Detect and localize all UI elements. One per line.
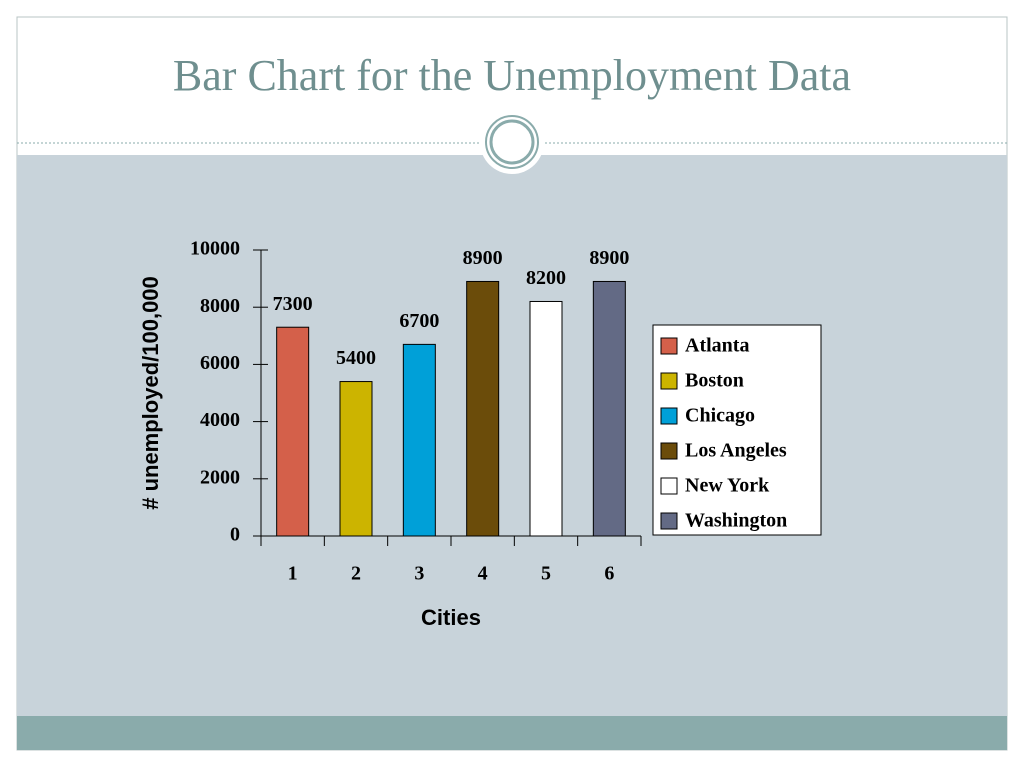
x-tick-label: 6: [604, 563, 614, 585]
bar: [339, 381, 373, 537]
legend-swatch: [660, 477, 678, 495]
y-tick-label: 10000: [190, 238, 240, 260]
bar: [276, 326, 310, 537]
y-tick-label: 0: [230, 524, 240, 546]
x-axis-label: Cities: [421, 605, 481, 630]
x-tick-label: 5: [541, 563, 551, 585]
legend-label: Boston: [685, 370, 744, 392]
ornament-ring: [489, 119, 535, 165]
x-tick-label: 3: [414, 563, 424, 585]
legend-swatch: [660, 337, 678, 355]
bar: [402, 343, 436, 537]
bar: [466, 280, 500, 537]
data-label: 6700: [399, 310, 439, 332]
legend-label: Washington: [685, 510, 787, 532]
legend-label: Los Angeles: [685, 440, 787, 462]
data-label: 8900: [589, 247, 629, 269]
legend-swatch: [660, 407, 678, 425]
x-tick-label: 4: [478, 563, 488, 585]
x-tick-label: 1: [288, 563, 298, 585]
legend-swatch: [660, 512, 678, 530]
y-tick-label: 6000: [200, 352, 240, 374]
data-label: 8200: [526, 267, 566, 289]
legend-swatch: [660, 372, 678, 390]
legend-label: Atlanta: [685, 335, 749, 357]
bar: [529, 300, 563, 537]
data-label: 5400: [336, 347, 376, 369]
legend-label: Chicago: [685, 405, 755, 427]
data-label: 8900: [463, 247, 503, 269]
content-band: [17, 155, 1007, 716]
slide-title: Bar Chart for the Unemployment Data: [173, 51, 851, 100]
legend-label: New York: [685, 475, 770, 497]
bar: [592, 280, 626, 537]
footer-band: [17, 716, 1007, 750]
y-axis-label: # unemployed/100,000: [138, 276, 163, 510]
x-tick-label: 2: [351, 563, 361, 585]
y-tick-label: 8000: [200, 295, 240, 317]
legend-swatch: [660, 442, 678, 460]
y-tick-label: 2000: [200, 466, 240, 488]
y-tick-label: 4000: [200, 409, 240, 431]
legend-box: [652, 324, 822, 536]
data-label: 7300: [273, 293, 313, 315]
